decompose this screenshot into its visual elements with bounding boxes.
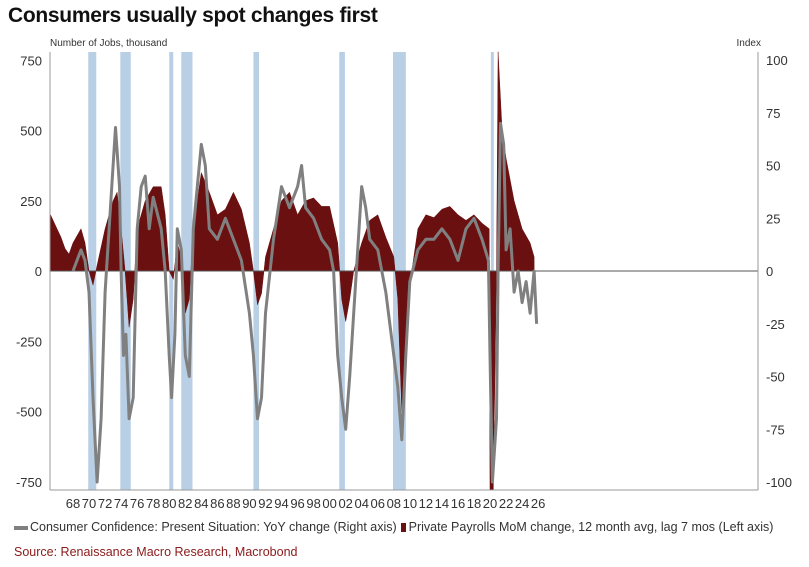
x-tick-label: 84 bbox=[194, 496, 208, 511]
x-tick-label: 72 bbox=[98, 496, 112, 511]
left-axis-label: Number of Jobs, thousand bbox=[50, 38, 168, 49]
x-tick-label: 16 bbox=[451, 496, 465, 511]
legend-swatch-payrolls bbox=[400, 523, 406, 533]
x-tick-label: 04 bbox=[354, 496, 368, 511]
x-tick-label: 92 bbox=[258, 496, 272, 511]
right-tick-label: -25 bbox=[766, 317, 785, 332]
legend-swatch-confidence bbox=[14, 525, 28, 530]
x-tick-label: 70 bbox=[82, 496, 96, 511]
x-tick-label: 08 bbox=[387, 496, 401, 511]
x-tick-label: 10 bbox=[403, 496, 417, 511]
right-tick-label: -50 bbox=[766, 370, 785, 385]
left-tick-label: 0 bbox=[35, 264, 42, 279]
right-tick-label: -75 bbox=[766, 422, 785, 437]
x-tick-label: 88 bbox=[226, 496, 240, 511]
left-tick-label: 750 bbox=[20, 53, 42, 68]
chart-title: Consumers usually spot changes first bbox=[8, 4, 378, 27]
left-tick-label: -250 bbox=[16, 334, 42, 349]
left-tick-label: -500 bbox=[16, 405, 42, 420]
x-tick-label: 80 bbox=[162, 496, 176, 511]
right-tick-label: 0 bbox=[766, 264, 773, 279]
x-tick-label: 98 bbox=[306, 496, 320, 511]
x-tick-label: 00 bbox=[322, 496, 336, 511]
legend-label-payrolls: Private Payrolls MoM change, 12 month av… bbox=[408, 520, 774, 534]
right-tick-label: 25 bbox=[766, 211, 780, 226]
x-tick-label: 86 bbox=[210, 496, 224, 511]
confidence-line bbox=[71, 121, 539, 484]
x-tick-label: 18 bbox=[467, 496, 481, 511]
left-tick-label: 250 bbox=[20, 194, 42, 209]
source-note: Source: Renaissance Macro Research, Macr… bbox=[14, 545, 298, 559]
x-tick-label: 12 bbox=[419, 496, 433, 511]
x-tick-label: 24 bbox=[515, 496, 529, 511]
x-tick-label: 68 bbox=[66, 496, 80, 511]
x-tick-label: 96 bbox=[290, 496, 304, 511]
x-tick-label: 26 bbox=[531, 496, 545, 511]
x-tick-label: 02 bbox=[338, 496, 352, 511]
x-tick-label: 06 bbox=[371, 496, 385, 511]
x-tick-label: 14 bbox=[435, 496, 449, 511]
left-tick-label: 500 bbox=[20, 124, 42, 139]
left-tick-label: -750 bbox=[16, 475, 42, 490]
right-tick-label: 50 bbox=[766, 159, 780, 174]
right-tick-label: 75 bbox=[766, 106, 780, 121]
x-tick-label: 90 bbox=[242, 496, 256, 511]
x-tick-label: 76 bbox=[130, 496, 144, 511]
x-tick-label: 22 bbox=[499, 496, 513, 511]
legend-label-confidence: Consumer Confidence: Present Situation: … bbox=[30, 520, 397, 534]
legend: Consumer Confidence: Present Situation: … bbox=[14, 520, 773, 534]
right-tick-label: -100 bbox=[766, 475, 792, 490]
right-axis-label: Index bbox=[736, 38, 761, 49]
x-tick-label: 20 bbox=[483, 496, 497, 511]
x-tick-label: 78 bbox=[146, 496, 160, 511]
right-tick-label: 100 bbox=[766, 53, 788, 68]
x-tick-label: 94 bbox=[274, 496, 288, 511]
x-tick-label: 74 bbox=[114, 496, 128, 511]
x-tick-label: 82 bbox=[178, 496, 192, 511]
